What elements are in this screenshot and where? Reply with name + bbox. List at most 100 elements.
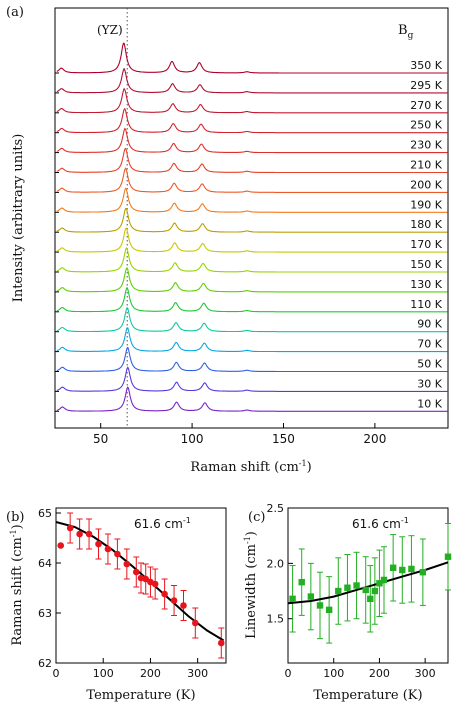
data-point [376,580,383,587]
panel-c-x-axis-label: Temperature (K) [313,688,422,703]
spectrum-line [56,42,448,74]
panel-c-label: (c) [248,510,265,525]
data-point [180,602,187,609]
x-tick-label: 200 [369,667,390,680]
data-point [444,553,452,560]
x-tick-label: 50 [93,432,108,446]
spectrum-line [56,127,448,154]
temperature-label: 50 K [417,358,442,371]
temperature-label: 210 K [410,159,442,172]
x-tick-label: 100 [93,667,114,680]
data-point [408,565,415,573]
spectrum-line [56,147,448,174]
data-point [114,550,121,558]
temperature-label: 170 K [410,238,442,251]
x-tick-label: 300 [415,667,436,680]
data-point [217,639,225,647]
temperature-label: 180 K [410,218,442,231]
temperature-label: 350 K [410,59,442,72]
x-tick-label: 0 [53,667,60,680]
temperature-label: 190 K [410,198,442,211]
y-tick-label: 63 [38,607,52,620]
panel-c-error-bars [289,523,451,644]
panel-a-x-axis-label: Raman shift (cm-1) [190,459,311,475]
panel-c-mode-annotation: 61.6 cm-1 [352,516,409,531]
spectrum-line [56,87,448,114]
spectrum-line [56,346,448,373]
data-point [380,576,388,584]
y-tick-label: 2.0 [267,557,285,570]
y-tick-label: 1.5 [267,613,285,626]
panel-b-mode-annotation: 61.6 cm-1 [134,516,191,531]
temperature-label: 230 K [410,139,442,152]
panel-b-frame [55,507,227,664]
data-point [66,524,74,532]
data-point [192,619,199,627]
data-point [316,602,324,609]
panel-c-y-axis-label: Linewidth (cm-1) [243,531,259,639]
data-point [289,595,296,602]
spectrum-line [56,67,448,94]
data-point [298,578,305,586]
temperature-label: 150 K [410,258,442,271]
temperature-label: 110 K [410,298,442,311]
spectrum-line [56,266,448,293]
spectrum-line [56,207,448,233]
x-tick-label: 100 [323,667,344,680]
panel-c-axes: 0 100 200 300 1.5 2.0 2.5 [267,502,436,680]
spectra-group: 350 K 295 K 270 K 250 K 230 K 210 K 200 K 190 K… [55,42,448,412]
panel-c-data-points [289,553,452,614]
spectrum-line [56,187,448,213]
panel-c-linewidth: (c) 61.6 cm-1 0 100 200 300 1.5 2.0 2.5 Temper… [243,502,452,703]
data-point [57,542,65,549]
panel-a-frame [54,7,449,429]
data-point [76,530,83,538]
y-tick-label: 2.5 [267,502,285,515]
x-tick-label: 150 [272,432,295,446]
panel-b-data-points [57,524,225,647]
spectrum-line [56,366,448,392]
panel-b-axes: 0 100 200 300 62 63 64 65 [38,507,208,680]
spectrum-line [56,327,448,353]
panel-c-frame [287,507,449,664]
temperature-label: 130 K [410,278,442,291]
spectrum-line [56,306,448,333]
spectrum-line [56,227,448,253]
panel-a-label: (a) [6,5,24,20]
data-point [344,584,351,591]
x-tick-label: 200 [140,667,161,680]
data-point [151,580,159,588]
panel-a-raman-spectra: (a) (YZ) Bg 350 K 295 K 270 K 250 K 230 K 210… [6,5,449,475]
data-point [399,566,406,574]
temperature-label: 295 K [410,79,442,92]
x-tick-label: 0 [285,667,292,680]
temperature-label: 10 K [417,397,442,410]
data-point [85,530,93,538]
data-point [95,540,102,548]
spectrum-line [56,247,448,273]
panel-b-label: (b) [6,510,24,525]
x-tick-label: 300 [187,667,208,680]
panel-b-error-bars [67,512,225,659]
data-point [389,564,397,571]
data-point [161,590,168,598]
spectrum-line [56,286,448,313]
data-point [419,569,427,576]
symmetry-label: Bg [398,23,414,41]
spectrum-line [56,386,448,412]
y-tick-label: 65 [38,507,52,520]
panel-b-x-axis-label: Temperature (K) [86,688,195,703]
temperature-label: 270 K [410,99,442,112]
x-tick-label: 100 [181,432,204,446]
data-point [123,560,131,568]
data-point [362,586,369,594]
data-point [142,575,150,583]
spectrum-line [56,107,448,134]
data-point [367,595,374,602]
panel-a-y-axis-label: Intensity (arbitrary units) [11,134,26,303]
temperature-label: 200 K [410,178,442,191]
data-point [132,568,140,576]
panel-b-raman-shift: (b) 61.6 cm-1 0 100 200 300 62 63 64 65 Tempera… [6,507,227,703]
data-point [335,587,342,595]
